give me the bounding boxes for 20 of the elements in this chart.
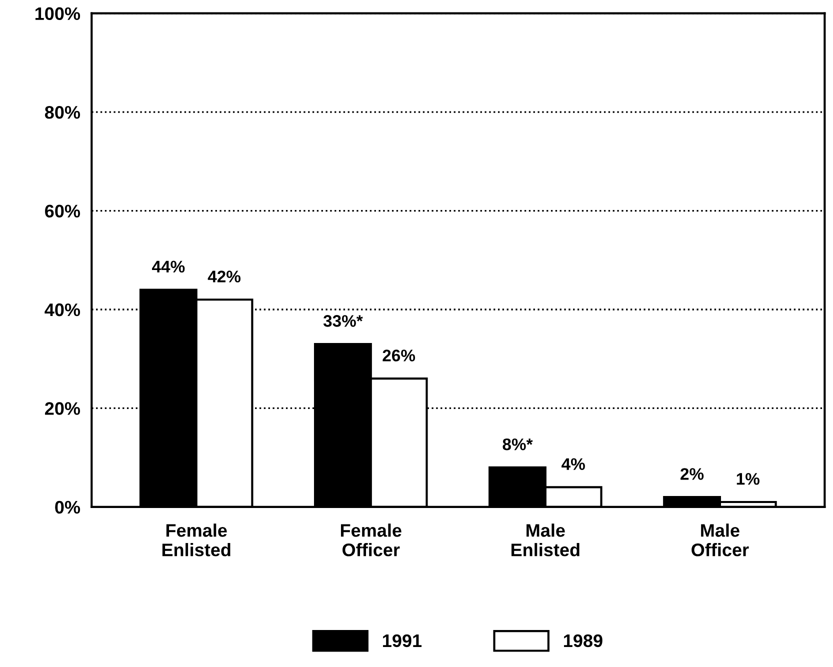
legend-label: 1989 [564, 634, 602, 648]
legend-label: 1991 [383, 634, 422, 648]
x-tick-label: Female Officer [340, 524, 402, 556]
data-label: 1% [736, 473, 760, 485]
x-tick-label: Female Enlisted [162, 524, 230, 556]
data-label: 44% [152, 260, 185, 273]
y-tick-label: 20% [45, 402, 80, 415]
data-label: 33%* [323, 315, 363, 327]
data-label: 2% [680, 468, 704, 480]
y-tick-label: 100% [35, 7, 80, 20]
x-tick-label: Male Enlisted [512, 524, 580, 556]
y-tick-label: 40% [44, 303, 80, 316]
data-label: 8%* [502, 438, 533, 450]
data-label: 42% [208, 270, 241, 282]
data-label: 26% [382, 350, 416, 362]
x-tick-label: Male Officer [692, 524, 749, 556]
y-tick-label: 80% [44, 106, 80, 119]
y-tick-label: 0% [55, 500, 80, 514]
data-label: 4% [562, 458, 585, 470]
y-tick-label: 60% [45, 204, 80, 218]
